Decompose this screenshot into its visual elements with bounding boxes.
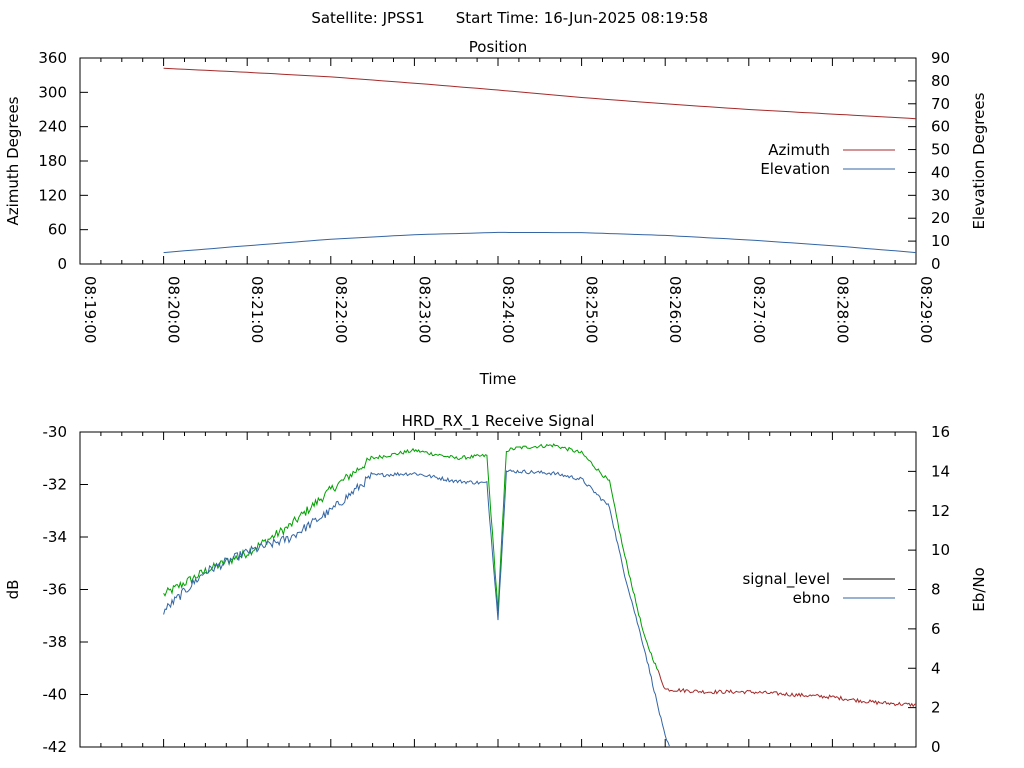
y-left-tick-label: 300 [38, 83, 67, 101]
y-left-tick-label: -30 [43, 423, 68, 441]
y-right-axis-label: Eb/No [970, 567, 988, 611]
legend-label-elevation: Elevation [760, 160, 830, 178]
chart-title: HRD_RX_1 Receive Signal [402, 412, 595, 431]
y-left-tick-label: -40 [43, 686, 68, 704]
x-tick-label: 08:21:00 [248, 276, 266, 343]
y-right-tick-label: 10 [931, 541, 950, 559]
signal-chart: HRD_RX_1 Receive Signal -42 -40 -38 -36 -34 -3… [4, 412, 988, 756]
x-tick-label: 08:24:00 [499, 276, 517, 343]
x-tick-label: 08:22:00 [332, 276, 350, 343]
x-tick-label: 08:26:00 [666, 276, 684, 343]
y-right-tick-label: 12 [931, 502, 950, 520]
legend-label-ebno: ebno [793, 589, 830, 607]
x-tick-label: 08:23:00 [415, 276, 433, 343]
series-line-signal-level [163, 443, 659, 671]
y-right-tick-label: 20 [931, 209, 950, 227]
chart-title: Position [469, 38, 527, 56]
legend-label-signal-level: signal_level [742, 570, 830, 589]
start-time-label: Start Time: 16-Jun-2025 08:19:58 [456, 9, 708, 27]
legend-label-azimuth: Azimuth [768, 141, 830, 159]
x-tick-label: 08:19:00 [81, 276, 99, 343]
x-tick-label: 08:25:00 [583, 276, 601, 343]
y-left-tick-label: 360 [38, 49, 67, 67]
y-right-tick-label: 16 [931, 423, 950, 441]
y-left-tick-label: 240 [38, 118, 67, 136]
y-right-tick-label: 0 [931, 738, 941, 756]
y-right-tick-label: 8 [931, 581, 941, 599]
y-right-tick-label: 6 [931, 620, 941, 638]
y-left-tick-label: 0 [57, 255, 67, 273]
y-right-tick-label: 40 [931, 163, 950, 181]
y-left-tick-label: -42 [43, 738, 68, 756]
y-right-tick-label: 50 [931, 141, 950, 159]
x-axis-label: Time [479, 370, 517, 388]
x-tick-label: 08:28:00 [833, 276, 851, 343]
x-tick-label: 08:20:00 [165, 276, 183, 343]
y-right-tick-label: 4 [931, 659, 941, 677]
y-left-tick-label: -34 [43, 528, 68, 546]
x-tick-label: 08:29:00 [917, 276, 935, 343]
y-right-tick-label: 0 [931, 255, 941, 273]
position-chart: Position 0 60 120 180 240 300 360 0 10 20 30 40 50 60 7… [4, 38, 988, 388]
series-line-azimuth [163, 67, 917, 120]
plot-frame [79, 431, 917, 748]
y-left-tick-label: -38 [43, 633, 68, 651]
y-left-axis-label: dB [4, 580, 22, 600]
y-right-axis-label: Elevation Degrees [970, 92, 988, 229]
y-right-tick-label: 30 [931, 186, 950, 204]
y-right-tick-label: 14 [931, 462, 950, 480]
y-right-tick-label: 70 [931, 95, 950, 113]
y-right-tick-label: 2 [931, 699, 941, 717]
y-left-tick-label: -36 [43, 581, 68, 599]
y-right-tick-label: 60 [931, 118, 950, 136]
satellite-label: Satellite: JPSS1 [311, 9, 424, 27]
y-right-tick-label: 90 [931, 49, 950, 67]
series-line-elevation [163, 231, 917, 254]
y-right-tick-label: 10 [931, 232, 950, 250]
series-line-signal-level [657, 670, 917, 708]
y-left-tick-label: -32 [43, 476, 68, 494]
x-tick-label: 08:27:00 [750, 276, 768, 343]
y-left-tick-label: 180 [38, 152, 67, 170]
y-left-tick-label: 60 [48, 221, 67, 239]
y-right-tick-label: 80 [931, 72, 950, 90]
y-left-tick-label: 120 [38, 186, 67, 204]
series-line-ebno [163, 469, 670, 747]
y-left-axis-label: Azimuth Degrees [4, 96, 22, 225]
